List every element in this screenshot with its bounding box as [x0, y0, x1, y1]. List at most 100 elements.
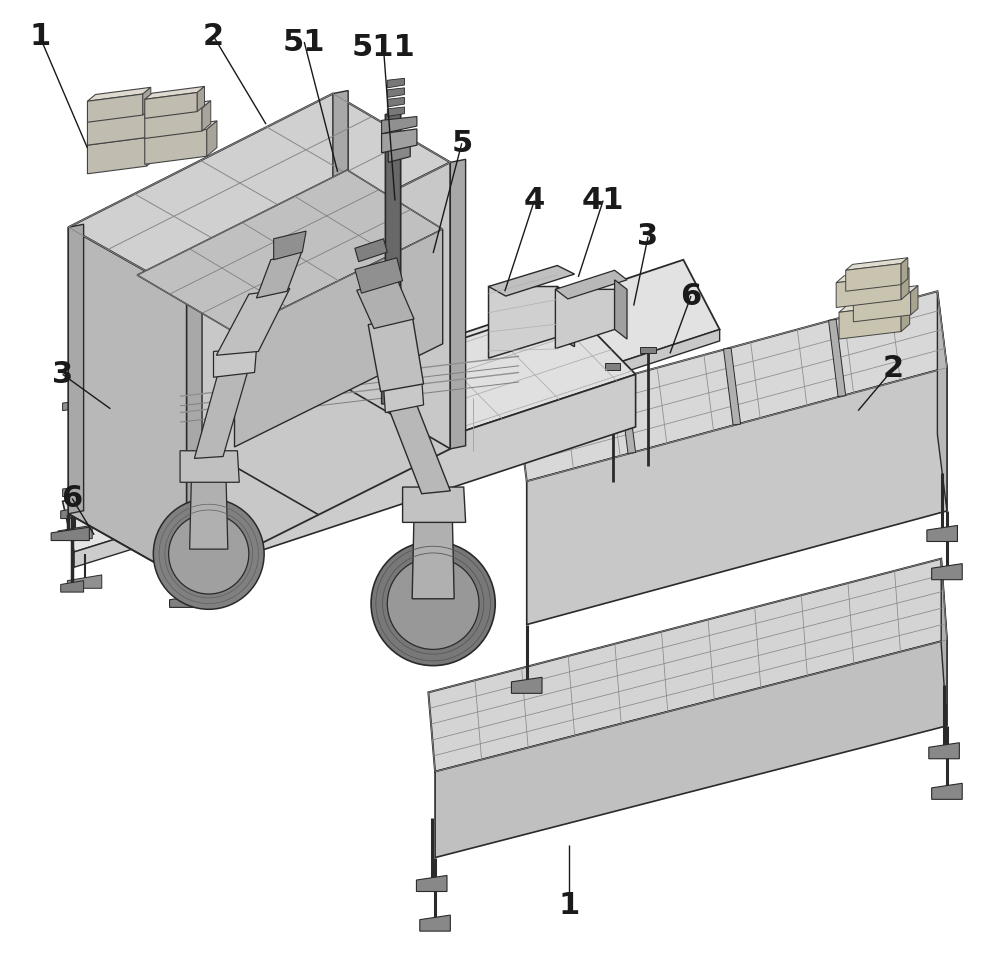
Circle shape [387, 558, 479, 649]
Polygon shape [450, 159, 466, 449]
Polygon shape [605, 363, 620, 370]
Text: 2: 2 [883, 354, 904, 383]
Polygon shape [640, 347, 656, 353]
Polygon shape [385, 112, 401, 387]
Polygon shape [836, 275, 901, 308]
Polygon shape [929, 743, 959, 758]
Circle shape [153, 499, 264, 609]
Polygon shape [901, 258, 908, 285]
Polygon shape [517, 291, 947, 481]
Polygon shape [311, 260, 720, 451]
Polygon shape [387, 78, 404, 88]
Polygon shape [846, 264, 901, 291]
Polygon shape [368, 315, 424, 392]
Polygon shape [137, 170, 443, 332]
Circle shape [169, 514, 249, 594]
Polygon shape [615, 280, 627, 339]
Polygon shape [618, 376, 636, 454]
Polygon shape [68, 94, 450, 294]
Polygon shape [22, 0, 978, 955]
Polygon shape [382, 129, 417, 153]
Polygon shape [202, 101, 211, 131]
Polygon shape [941, 559, 947, 726]
Polygon shape [207, 121, 217, 157]
Text: 6: 6 [680, 282, 702, 310]
Text: 51: 51 [283, 28, 325, 56]
Polygon shape [216, 288, 290, 355]
Polygon shape [382, 117, 417, 134]
Polygon shape [927, 525, 957, 541]
Polygon shape [170, 594, 208, 607]
Polygon shape [489, 286, 557, 358]
Polygon shape [68, 224, 84, 514]
Polygon shape [63, 487, 82, 497]
Polygon shape [183, 304, 636, 500]
Polygon shape [355, 258, 403, 293]
Polygon shape [194, 368, 249, 458]
Text: 3: 3 [637, 223, 659, 251]
Polygon shape [145, 86, 205, 99]
Polygon shape [147, 106, 156, 138]
Polygon shape [932, 783, 962, 799]
Polygon shape [428, 559, 947, 772]
Text: 5: 5 [451, 129, 472, 158]
Polygon shape [74, 470, 338, 567]
Polygon shape [61, 507, 84, 519]
Polygon shape [287, 447, 321, 460]
Polygon shape [387, 97, 404, 107]
Polygon shape [274, 231, 306, 260]
Polygon shape [388, 145, 410, 162]
Polygon shape [333, 91, 348, 380]
Polygon shape [87, 138, 147, 174]
Polygon shape [145, 93, 197, 118]
Polygon shape [383, 379, 424, 413]
Polygon shape [839, 297, 910, 312]
Polygon shape [58, 525, 92, 539]
Polygon shape [382, 382, 404, 404]
Polygon shape [235, 229, 443, 447]
Polygon shape [187, 162, 450, 581]
Polygon shape [387, 88, 404, 97]
Polygon shape [911, 286, 918, 315]
Polygon shape [87, 114, 147, 145]
Polygon shape [87, 94, 143, 122]
Polygon shape [387, 107, 404, 117]
Polygon shape [937, 291, 947, 511]
Text: 6: 6 [62, 484, 83, 513]
Polygon shape [187, 291, 202, 581]
Polygon shape [254, 374, 636, 553]
Polygon shape [180, 451, 239, 482]
Polygon shape [412, 513, 454, 599]
Circle shape [371, 541, 495, 666]
Text: 3: 3 [52, 360, 73, 389]
Polygon shape [51, 527, 89, 541]
Polygon shape [555, 289, 615, 349]
Polygon shape [63, 418, 338, 552]
Polygon shape [387, 398, 450, 494]
Text: 511: 511 [352, 33, 415, 62]
Polygon shape [256, 250, 302, 298]
Polygon shape [723, 349, 741, 425]
Polygon shape [901, 297, 910, 331]
Polygon shape [420, 915, 450, 931]
Polygon shape [932, 563, 962, 580]
Text: 41: 41 [582, 186, 624, 215]
Polygon shape [145, 121, 217, 138]
Polygon shape [145, 101, 211, 116]
Polygon shape [839, 305, 901, 339]
Polygon shape [527, 368, 947, 625]
Polygon shape [349, 329, 720, 462]
Polygon shape [61, 581, 84, 592]
Text: 1: 1 [558, 891, 579, 920]
Polygon shape [190, 473, 228, 549]
Polygon shape [555, 270, 627, 299]
Polygon shape [68, 227, 187, 581]
Polygon shape [901, 268, 909, 300]
Polygon shape [63, 401, 82, 411]
Polygon shape [67, 575, 102, 588]
Polygon shape [87, 128, 158, 145]
Polygon shape [143, 87, 151, 115]
Text: 1: 1 [29, 22, 50, 51]
Polygon shape [853, 286, 918, 299]
Polygon shape [145, 130, 207, 164]
